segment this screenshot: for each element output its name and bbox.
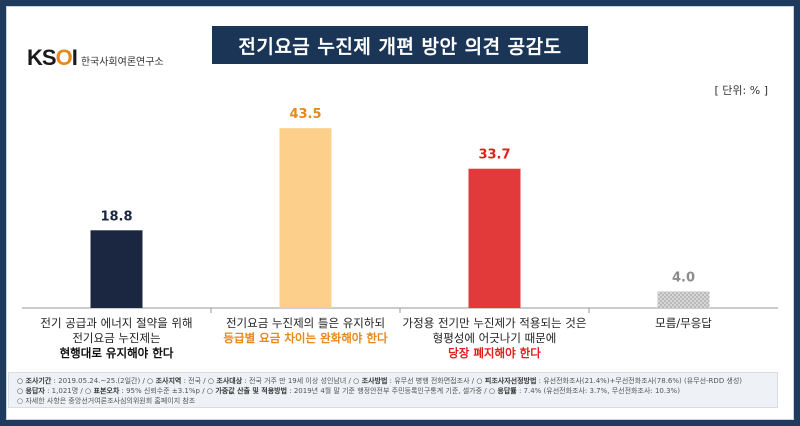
footer-field: ○ 표본오차 : 95% 신뢰수준 ±3.1%p / [84,387,207,395]
category-label-2: 전기요금 누진제의 틀은 유지하되 등급별 요금 차이는 완화해야 한다 [211,316,401,346]
footer-field: ○ 조사기간 : 2019.05.24.~25.(2일간) / [17,377,148,385]
category-label-emphasis: 당장 폐지해야 한다 [448,346,541,360]
category-label-3: 가정용 전기만 누진제가 적용되는 것은 형평성에 어긋나기 때문에 당장 폐지해야… [400,316,590,361]
category-label-line: 전기요금 누진제는 [72,331,161,345]
chart-title: 전기요금 누진제 개편 방안 의견 공감도 [212,26,588,64]
footer-line-2: ○ 응답자 : 1,021명 / ○ 표본오차 : 95% 신뢰수준 ±3.1%… [17,386,769,396]
bar-1 [90,230,143,308]
footer-field: ○ 조사대상 : 전국 거주 만 19세 이상 성인남녀 / [207,377,354,385]
chart-frame: KSOI 한국사회여론연구소 [6,6,794,420]
footer-field: ○ 응답자 : 1,021명 / [17,387,85,395]
value-label-2: 43.5 [289,107,321,122]
footer-field: ○ 조사지역 : 전국 / [147,377,208,385]
footer-field: ○ 피조사자선정방법 : 유선전화조사(21.4%)+무선전화조사(78.6%)… [476,377,743,385]
category-label-1: 전기 공급과 에너지 절약을 위해 전기요금 누진제는 현행대로 유지해야 한다 [22,316,212,361]
footer-field: ○ 조사방법 : 유무선 병행 전화면접조사 / [353,377,477,385]
category-label-line: 전기요금 누진제의 틀은 유지하되 [225,316,386,330]
value-label-4: 4.0 [672,270,695,285]
unit-label: [ 단위: % ] [714,84,768,97]
bar-2 [279,128,332,308]
value-label-1: 18.8 [100,209,132,224]
category-label-emphasis: 등급별 요금 차이는 완화해야 한다 [223,331,388,345]
bar-3 [468,168,521,308]
survey-info-footer: ○ 조사기간 : 2019.05.24.~25.(2일간) / ○ 조사지역 :… [8,372,778,408]
category-label-line: 모름/무응답 [655,316,712,330]
category-label-emphasis: 현행대로 유지해야 한다 [59,346,174,360]
category-label-line: 전기 공급과 에너지 절약을 위해 [40,316,193,330]
footer-line-1: ○ 조사기간 : 2019.05.24.~25.(2일간) / ○ 조사지역 :… [17,376,769,386]
category-label-line: 가정용 전기만 누진제가 적용되는 것은 [402,316,587,330]
value-label-3: 33.7 [478,148,510,163]
ksoi-logo: KSOI 한국사회여론연구소 [27,43,164,73]
org-name: 한국사회여론연구소 [80,56,164,68]
footer-field: ○ 가중값 산출 및 적용방법 : 2019년 4월 말 기준 행정안전부 주민… [206,387,489,395]
category-label-line: 형평성에 어긋나기 때문에 [432,331,557,345]
logo-mark: KSOI [27,45,78,70]
footer-field: ○ 응답률 : 7.4% (유선전화조사: 3.7%, 무선전화조사: 10.3… [488,387,680,395]
category-label-4: 모름/무응답 [589,316,779,331]
bar-4 [657,291,710,308]
footer-line-3: ○ 자세한 사항은 중앙선거여론조사심의위원회 홈페이지 참조 [17,397,196,405]
